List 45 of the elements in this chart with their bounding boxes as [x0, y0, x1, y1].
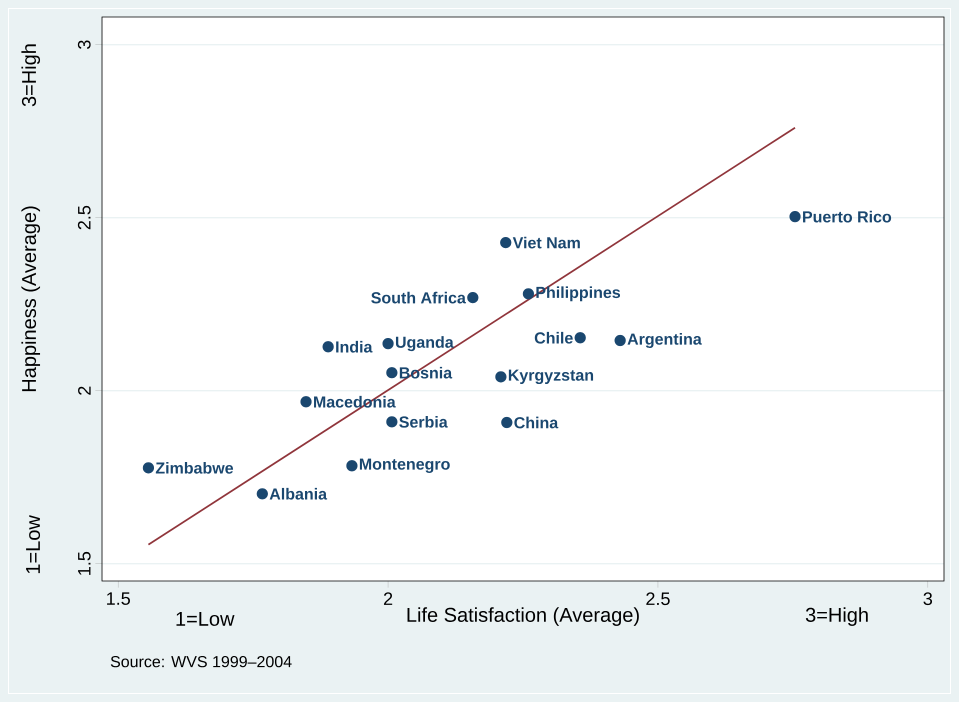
point	[495, 371, 506, 382]
annotation: Serbia	[399, 416, 448, 428]
annotation: Uganda	[396, 336, 454, 352]
x-axis-title: Life Satisfaction (Average)	[408, 607, 639, 626]
x-tick-label: 3	[923, 592, 932, 606]
point	[346, 460, 358, 472]
point	[574, 332, 586, 344]
annotation: South Africa	[371, 292, 466, 304]
point	[467, 292, 478, 304]
point	[522, 288, 534, 300]
point	[614, 334, 626, 346]
annotation: Argentina	[627, 333, 702, 348]
text: 1=Low	[26, 515, 40, 574]
text: 3=High	[806, 607, 868, 626]
annotation: Kyrgyzstan	[508, 370, 594, 384]
annotation: Chile	[534, 332, 573, 344]
y-tick-label: 2	[78, 386, 91, 395]
point	[382, 338, 394, 350]
point	[501, 416, 512, 428]
annotation: Philippines	[536, 286, 620, 302]
point	[322, 341, 334, 352]
x-tick-label: 2.5	[646, 592, 670, 606]
point	[300, 396, 312, 408]
annotation: China	[514, 416, 558, 428]
y-axis-title: Happiness (Average)	[21, 206, 40, 392]
point	[386, 416, 398, 428]
annotation: Albania	[270, 488, 328, 500]
x-tick-label: 1.5	[107, 592, 130, 605]
point	[256, 488, 268, 500]
point	[386, 367, 398, 378]
annotation: Viet Nam	[512, 236, 580, 248]
y-tick-label: 2.5	[78, 206, 91, 230]
annotation: Montenegro	[360, 458, 450, 473]
annotation: Puerto Rico	[803, 210, 892, 222]
point	[142, 462, 154, 474]
x-tick-label: 2	[384, 592, 392, 605]
y-tick-label: 1.5	[78, 552, 91, 575]
annotation: India	[336, 340, 373, 353]
text: 3=High	[21, 44, 40, 106]
point	[789, 211, 801, 222]
y-tick-label: 3	[78, 40, 91, 49]
source-note: Source: WVS 1999–2004	[110, 656, 292, 668]
annotation: Zimbabwe	[156, 462, 234, 474]
point	[500, 236, 512, 248]
text: 1=Low	[176, 612, 235, 626]
